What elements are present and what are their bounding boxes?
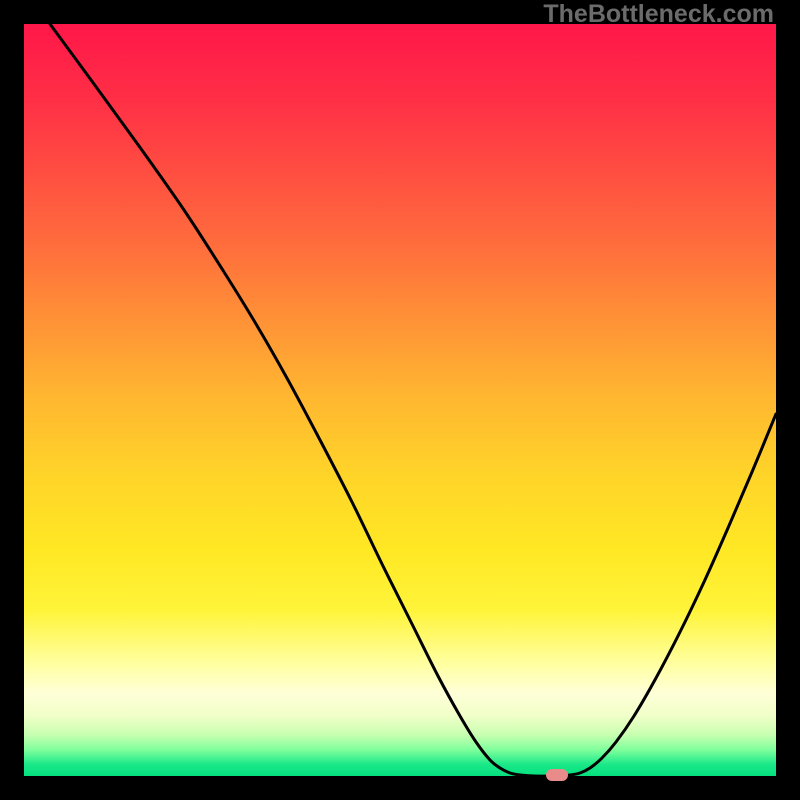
plot-area — [24, 24, 776, 776]
optimum-marker — [546, 769, 568, 781]
bottleneck-curve — [50, 24, 776, 776]
watermark-text: TheBottleneck.com — [543, 0, 774, 29]
curve-layer — [24, 24, 776, 776]
